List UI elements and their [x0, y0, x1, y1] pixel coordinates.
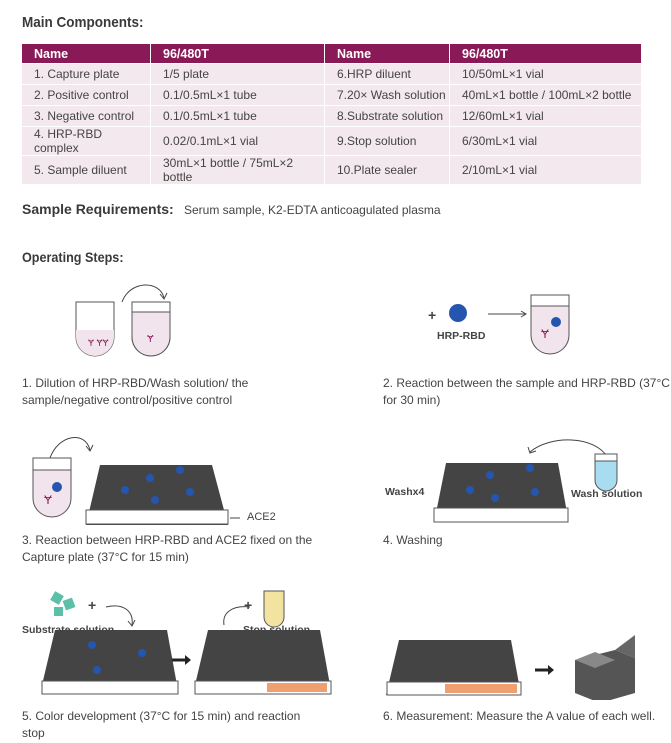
color-development-illustration: + + — [41, 590, 332, 695]
svg-text:Ɏ: Ɏ — [541, 327, 549, 341]
substrate-solution-label: Substrate solution — [22, 624, 115, 636]
hrp-rbd-icon — [449, 304, 467, 322]
component-spec: 0.1/0.5mL×1 tube — [151, 84, 325, 105]
table-row: 1. Capture plate 1/5 plate 6.HRP diluent 10… — [22, 63, 642, 84]
header-spec: 96/480T — [151, 44, 325, 63]
component-name: 8.Substrate solution — [325, 105, 450, 126]
table-row: 4. HRP-RBD complex 0.02/0.1mL×1 vial 9.Sto… — [22, 126, 642, 155]
washing-illustration — [433, 439, 618, 523]
components-table: Name 96/480T Name 96/480T 1. Capture pla… — [22, 44, 642, 184]
component-name: 10.Plate sealer — [325, 155, 450, 184]
svg-text:Ɏ: Ɏ — [147, 334, 154, 345]
ace2-label: ACE2 — [247, 511, 276, 523]
washx4-label: Washx4 — [385, 486, 425, 498]
table-row: 5. Sample diluent 30mL×1 bottle / 75mL×2 … — [22, 155, 642, 184]
component-spec: 30mL×1 bottle / 75mL×2 bottle — [151, 155, 325, 184]
sample-requirements-label: Sample Requirements: — [22, 201, 174, 217]
step-5-text: 5. Color development (37°C for 15 min) a… — [22, 709, 301, 740]
svg-text:Ɏ: Ɏ — [44, 493, 52, 507]
component-spec: 6/30mL×1 vial — [450, 126, 642, 155]
plus-sign: + — [428, 307, 436, 323]
table-row: 3. Negative control 0.1/0.5mL×1 tube 8.Sub… — [22, 105, 642, 126]
component-name: 1. Capture plate — [22, 63, 151, 84]
component-name: 5. Sample diluent — [22, 155, 151, 184]
component-name: 4. HRP-RBD complex — [22, 126, 151, 155]
step-6-text: 6. Measurement: Measure the A value of e… — [383, 709, 656, 723]
table-header: Name 96/480T Name 96/480T — [22, 44, 642, 63]
component-spec: 0.1/0.5mL×1 tube — [151, 105, 325, 126]
main-components-title: Main Components: — [22, 14, 144, 31]
component-name: 7.20× Wash solution — [325, 84, 450, 105]
svg-text:Ɏ ɎɎ: Ɏ ɎɎ — [88, 338, 109, 348]
svg-text:+: + — [244, 597, 252, 613]
capture-plate-reaction-illustration: Ɏ — [32, 437, 240, 525]
table-row: 2. Positive control 0.1/0.5mL×1 tube 7.20×… — [22, 84, 642, 105]
component-spec: 0.02/0.1mL×1 vial — [151, 126, 325, 155]
wash-solution-label: Wash solution — [571, 488, 643, 500]
step-2-text: 2. Reaction between the sample and HRP-R… — [383, 376, 670, 407]
reaction-sample-illustration: + Ɏ — [428, 294, 570, 355]
operating-steps-title: Operating Steps: — [22, 249, 124, 265]
step-4-text: 4. Washing — [383, 533, 443, 547]
component-name: 6.HRP diluent — [325, 63, 450, 84]
svg-text:+: + — [88, 597, 96, 613]
header-name: Name — [22, 44, 151, 63]
measurement-illustration — [386, 635, 635, 700]
dilution-illustration: Ɏ ɎɎ Ɏ — [75, 284, 171, 357]
component-spec: 2/10mL×1 vial — [450, 155, 642, 184]
component-spec: 10/50mL×1 vial — [450, 63, 642, 84]
component-name: 9.Stop solution — [325, 126, 450, 155]
component-spec: 1/5 plate — [151, 63, 325, 84]
stop-solution-label: Stop solution — [243, 624, 311, 636]
step-1-text: 1. Dilution of HRP-RBD/Wash solution/ th… — [22, 376, 249, 407]
hrp-rbd-label: HRP-RBD — [437, 330, 486, 342]
component-name: 3. Negative control — [22, 105, 151, 126]
plate-reader-icon — [575, 635, 635, 700]
header-name: Name — [325, 44, 450, 63]
component-spec: 40mL×1 bottle / 100mL×2 bottle — [450, 84, 642, 105]
header-spec: 96/480T — [450, 44, 642, 63]
step-3-text: 3. Reaction between HRP-RBD and ACE2 fix… — [22, 533, 313, 564]
component-spec: 12/60mL×1 vial — [450, 105, 642, 126]
component-name: 2. Positive control — [22, 84, 151, 105]
sample-requirements-value: Serum sample, K2-EDTA anticoagulated pla… — [184, 203, 441, 217]
